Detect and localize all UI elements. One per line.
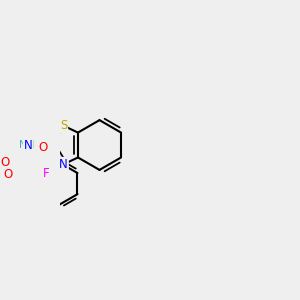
Text: S: S [60,119,67,132]
Text: O: O [0,156,9,169]
Text: NH: NH [19,140,35,150]
Text: N: N [59,158,68,171]
Text: F: F [43,167,50,179]
Text: O: O [38,141,48,154]
Text: O: O [3,168,12,181]
Text: N: N [24,139,32,152]
